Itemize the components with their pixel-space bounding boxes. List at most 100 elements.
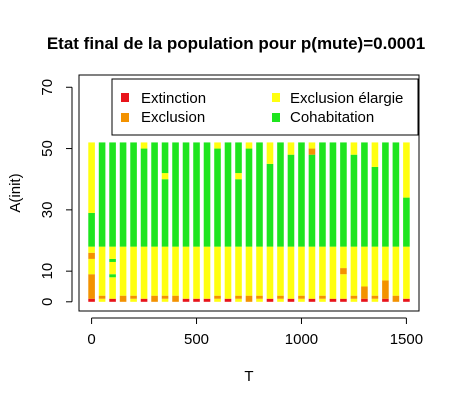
bar-segment: [88, 246, 95, 253]
legend-label-cohabitation: Cohabitation: [290, 109, 374, 126]
legend-swatch-cohabitation: [272, 113, 280, 122]
bar-segment: [403, 142, 410, 198]
bar-segment: [172, 142, 179, 247]
bar-segment: [361, 142, 368, 247]
bar-segment: [161, 246, 169, 296]
bar-segment: [245, 148, 253, 247]
bar-segment: [350, 154, 358, 247]
bar-segment: [109, 142, 116, 247]
bar-segment: [350, 142, 358, 155]
y-tick-label: 30: [39, 202, 56, 219]
bar-segment: [371, 295, 379, 299]
y-tick-label: 10: [39, 263, 56, 280]
bar-segment: [140, 298, 148, 302]
bar-segment: [266, 246, 274, 299]
bar-segment: [371, 142, 379, 167]
legend-label-extinction: Extinction: [141, 90, 206, 107]
x-axis: 0 500 1000 1500: [87, 317, 423, 348]
legend-swatch-extinction: [121, 93, 129, 102]
y-axis: 0 10 30 50 70: [39, 79, 73, 306]
bar-segment: [287, 142, 295, 155]
y-tick-label: 0: [39, 298, 56, 306]
bars: [88, 142, 410, 302]
bar-segment: [266, 142, 274, 164]
legend-label-exclusion-elargie: Exclusion élargie: [290, 90, 403, 107]
legend-swatch-exclusion-elargie: [272, 93, 280, 102]
bar-segment: [130, 298, 137, 302]
bar-segment: [266, 298, 274, 302]
bar-segment: [130, 295, 137, 299]
bar-segment: [319, 246, 326, 296]
bar-segment: [214, 246, 221, 296]
bar-segment: [109, 274, 116, 278]
bar-segment: [392, 295, 400, 302]
bar-segment: [277, 295, 284, 299]
bar-segment: [224, 142, 232, 247]
bar-segment: [403, 197, 410, 247]
bar-segment: [98, 142, 106, 247]
bar-segment: [98, 246, 106, 296]
bar-segment: [308, 154, 316, 247]
bar-segment: [203, 246, 211, 299]
bar-segment: [214, 298, 221, 302]
bar-segment: [182, 298, 190, 302]
bar-segment: [161, 295, 169, 299]
bar-segment: [193, 298, 200, 302]
bar-segment: [109, 246, 116, 259]
bar-segment: [172, 295, 179, 302]
bar-segment: [371, 298, 379, 302]
bar-segment: [88, 142, 95, 213]
bar-segment: [392, 246, 400, 296]
bar-segment: [361, 286, 368, 299]
bar-segment: [88, 298, 95, 302]
bar-segment: [298, 298, 305, 302]
bar-segment: [140, 148, 148, 247]
bar-segment: [256, 142, 263, 247]
bar-segment: [119, 295, 127, 302]
bar-segment: [308, 298, 316, 302]
bar-segment: [382, 246, 389, 281]
bar-segment: [98, 298, 106, 302]
bar-segment: [161, 298, 169, 302]
bar-segment: [224, 298, 232, 302]
bar-segment: [308, 148, 316, 155]
bar-segment: [119, 142, 127, 247]
bar-segment: [382, 280, 389, 299]
y-tick-label: 70: [39, 79, 56, 96]
bar-segment: [214, 295, 221, 299]
bar-segment: [88, 252, 95, 259]
bar-segment: [109, 258, 116, 262]
bar-segment: [350, 246, 358, 296]
bar-segment: [235, 179, 242, 247]
bar-segment: [382, 142, 389, 247]
bar-segment: [340, 142, 347, 247]
x-axis-label: T: [244, 368, 253, 385]
bar-segment: [340, 298, 347, 302]
bar-segment: [98, 295, 106, 299]
x-tick-label: 1000: [285, 331, 318, 348]
bar-segment: [245, 142, 253, 149]
legend-label-exclusion: Exclusion: [141, 109, 205, 126]
bar-segment: [308, 142, 316, 149]
bar-segment: [235, 173, 242, 180]
bar-segment: [130, 246, 137, 296]
x-tick-label: 0: [87, 331, 95, 348]
legend: Extinction Exclusion élargie Exclusion C…: [111, 78, 419, 136]
bar-segment: [140, 246, 148, 299]
bar-segment: [287, 154, 295, 247]
bar-segment: [109, 298, 116, 302]
bar-segment: [109, 277, 116, 299]
bar-segment: [308, 246, 316, 299]
bar-segment: [193, 142, 200, 247]
bar-segment: [329, 142, 337, 247]
bar-segment: [340, 274, 347, 299]
bar-segment: [151, 295, 158, 302]
bar-segment: [382, 298, 389, 302]
bar-segment: [350, 298, 358, 302]
bar-segment: [287, 298, 295, 302]
bar-segment: [214, 142, 221, 149]
plot-frame: [78, 74, 420, 312]
bar-segment: [392, 142, 400, 247]
bar-segment: [151, 246, 158, 296]
